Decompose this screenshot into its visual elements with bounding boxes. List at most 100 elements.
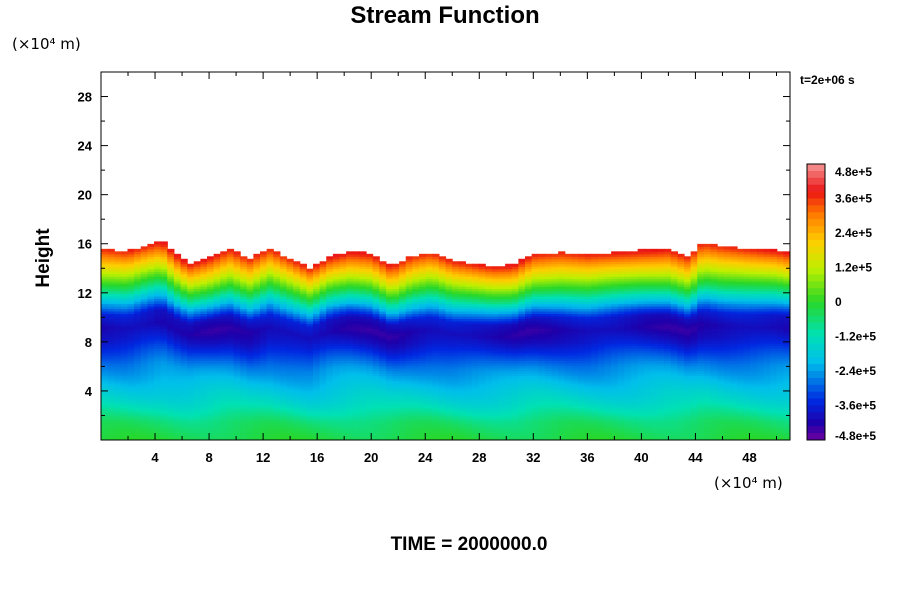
field-cell: [286, 348, 294, 352]
field-cell: [233, 251, 241, 255]
field-cell: [372, 333, 380, 337]
field-cell: [326, 407, 334, 411]
field-cell: [187, 430, 195, 434]
field-cell: [485, 400, 493, 404]
field-cell: [293, 420, 301, 424]
field-cell: [472, 298, 480, 302]
field-cell: [140, 400, 148, 404]
field-cell: [346, 395, 354, 399]
field-cell: [366, 288, 374, 292]
field-cell: [173, 345, 182, 349]
field-cell: [173, 298, 182, 302]
field-cell: [260, 422, 268, 426]
field-cell: [260, 348, 268, 352]
field-cell: [173, 303, 182, 307]
field-cell: [306, 333, 314, 337]
field-cell: [425, 305, 433, 310]
field-cell: [286, 268, 294, 272]
field-cell: [154, 422, 162, 426]
field-cell: [458, 358, 466, 362]
field-cell: [154, 303, 162, 307]
field-cell: [147, 335, 155, 339]
field-cell: [220, 330, 228, 334]
field-cell: [485, 390, 493, 394]
field-cell: [392, 435, 400, 439]
field-cell: [478, 298, 486, 302]
field-cell: [326, 286, 334, 290]
field-cell: [425, 318, 433, 322]
field-cell: [544, 382, 553, 386]
field-cell: [425, 390, 433, 394]
field-cell: [293, 323, 301, 327]
field-cell: [286, 395, 294, 399]
field-cell: [114, 410, 122, 414]
field-cell: [266, 305, 274, 310]
field-cell: [498, 400, 506, 404]
field-cell: [286, 300, 294, 305]
field-cell: [114, 348, 122, 352]
field-cell: [538, 350, 546, 354]
field-cell: [392, 437, 400, 440]
field-cell: [379, 330, 387, 334]
field-cell: [180, 358, 188, 362]
field-cell: [180, 420, 188, 424]
field-cell: [187, 425, 195, 429]
field-cell: [392, 305, 400, 310]
field-cell: [452, 415, 460, 419]
field-cell: [491, 432, 500, 436]
field-cell: [445, 313, 453, 317]
field-cell: [392, 273, 400, 277]
field-cell: [438, 256, 447, 260]
field-cell: [207, 417, 215, 421]
field-cell: [253, 412, 261, 416]
field-cell: [147, 320, 155, 324]
field-cell: [531, 268, 539, 272]
field-cell: [240, 387, 248, 391]
field-cell: [505, 415, 513, 419]
field-cell: [366, 348, 374, 352]
field-cell: [173, 300, 182, 305]
field-cell: [266, 308, 274, 312]
field-cell: [160, 310, 168, 314]
field-cell: [313, 435, 321, 439]
field-cell: [352, 343, 360, 347]
field-cell: [299, 405, 307, 409]
field-cell: [372, 432, 380, 436]
field-cell: [511, 276, 519, 280]
field-cell: [385, 296, 394, 300]
field-cell: [498, 417, 506, 421]
field-cell: [399, 353, 407, 357]
field-cell: [286, 281, 294, 285]
field-cell: [379, 283, 387, 287]
field-cell: [379, 323, 387, 327]
field-cell: [491, 338, 500, 342]
field-cell: [279, 412, 288, 416]
field-cell: [127, 335, 135, 339]
field-cell: [293, 310, 301, 314]
field-cell: [538, 310, 546, 314]
field-cell: [505, 400, 513, 404]
field-cell: [279, 382, 288, 386]
field-cell: [260, 276, 268, 280]
field-cell: [478, 266, 486, 270]
field-cell: [240, 308, 248, 312]
field-cell: [465, 432, 473, 436]
field-cell: [101, 343, 109, 347]
field-cell: [478, 365, 486, 369]
field-cell: [107, 395, 115, 399]
field-cell: [260, 358, 268, 362]
field-cell: [313, 345, 321, 349]
field-cell: [352, 303, 360, 307]
field-cell: [458, 273, 466, 277]
field-cell: [140, 363, 148, 367]
field-cell: [160, 298, 168, 302]
field-cell: [134, 432, 142, 436]
field-cell: [120, 390, 129, 394]
field-cell: [253, 320, 261, 324]
field-cell: [472, 415, 480, 419]
field-cell: [498, 427, 506, 431]
field-cell: [326, 256, 334, 260]
field-cell: [233, 422, 241, 426]
field-cell: [220, 397, 228, 401]
field-cell: [346, 392, 354, 396]
